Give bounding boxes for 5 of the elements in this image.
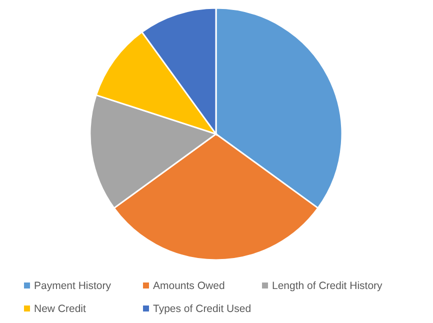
legend-label: New Credit	[34, 302, 86, 315]
legend-label: Payment History	[34, 280, 112, 292]
legend-label: Amounts Owed	[153, 280, 225, 292]
legend-label: Types of Credit Used	[153, 302, 252, 315]
legend-label: Length of Credit History	[272, 280, 384, 292]
